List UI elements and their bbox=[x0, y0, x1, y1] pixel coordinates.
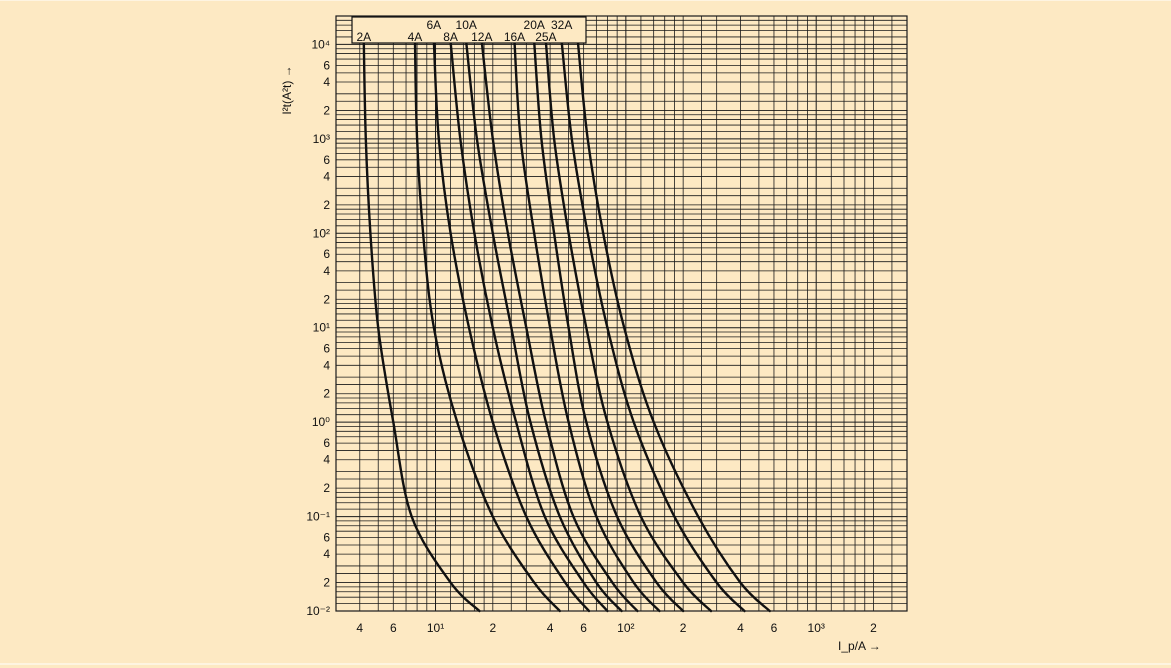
x-tick-label: 6 bbox=[771, 621, 778, 635]
x-tick-label: 2 bbox=[489, 621, 496, 635]
x-tick-label: 4 bbox=[547, 621, 554, 635]
fuse-curve-20a bbox=[533, 40, 685, 613]
x-tick-label: 2 bbox=[680, 621, 687, 635]
y-tick-label: 6 bbox=[323, 531, 330, 545]
curve-label-16a: 16A bbox=[504, 30, 525, 44]
x-axis-title: I_p/A → bbox=[838, 639, 881, 653]
fuse-curve-6a bbox=[432, 40, 591, 613]
curves bbox=[362, 40, 771, 613]
curve-label-12a: 12A bbox=[471, 30, 492, 44]
fuse-curve-16a bbox=[513, 40, 661, 613]
curve-label-4a: 4A bbox=[408, 30, 423, 44]
fuse-curve-10 bbox=[576, 40, 771, 613]
y-tick-label: 10² bbox=[313, 226, 330, 240]
curve-label-box-frame bbox=[351, 16, 587, 44]
y-tick-label: 2 bbox=[323, 481, 330, 495]
curve-label-32a: 32A bbox=[551, 18, 572, 32]
y-tick-label: 10⁻² bbox=[306, 604, 330, 618]
y-tick-label: 6 bbox=[323, 247, 330, 261]
fuse-curve-10a bbox=[465, 40, 623, 613]
curve-label-25a: 25A bbox=[535, 30, 556, 44]
y-tick-label: 6 bbox=[323, 58, 330, 72]
x-tick-label: 6 bbox=[580, 621, 587, 635]
fuse-curve-12a bbox=[480, 40, 639, 613]
y-tick-labels: 10⁴ 6 4 2 10³ 6 4 2 10² 6 4 2 10¹ 6 4 2 10⁰ 6 4 2 10⁻¹ 6 4 2 10⁻… bbox=[306, 37, 330, 618]
fuse-curve-4a bbox=[413, 40, 561, 613]
y-tick-label: 2 bbox=[323, 387, 330, 401]
y-tick-label: 10⁴ bbox=[311, 37, 330, 51]
y-tick-label: 2 bbox=[323, 576, 330, 590]
x-tick-label: 10³ bbox=[808, 621, 825, 635]
y-tick-label: 6 bbox=[323, 342, 330, 356]
y-tick-label: 4 bbox=[323, 75, 330, 89]
y-tick-label: 4 bbox=[323, 169, 330, 183]
curve-label-8a: 8A bbox=[443, 30, 458, 44]
grid bbox=[336, 15, 907, 612]
y-tick-label: 10⁰ bbox=[312, 415, 330, 429]
y-axis-title: I²t(A²t) → bbox=[280, 65, 294, 114]
fuse-curve-8a bbox=[449, 40, 609, 613]
fuse-curve-2a bbox=[362, 40, 481, 613]
y-tick-label: 2 bbox=[323, 292, 330, 306]
y-tick-label: 4 bbox=[323, 547, 330, 561]
x-tick-label: 10¹ bbox=[427, 621, 444, 635]
y-tick-label: 4 bbox=[323, 358, 330, 372]
plot-border bbox=[335, 15, 908, 612]
curve-label-20a: 20A bbox=[524, 18, 545, 32]
curve-label-2a: 2A bbox=[356, 30, 371, 44]
y-tick-label: 4 bbox=[323, 453, 330, 467]
fuse-curve-25a bbox=[544, 40, 713, 613]
y-tick-label: 4 bbox=[323, 264, 330, 278]
y-tick-label: 2 bbox=[323, 198, 330, 212]
curve-label-6a: 6A bbox=[427, 18, 442, 32]
fuse-curve-32a bbox=[560, 40, 746, 613]
curve-label-10a: 10A bbox=[456, 18, 477, 32]
y-tick-label: 10¹ bbox=[313, 321, 330, 335]
y-tick-label: 6 bbox=[323, 153, 330, 167]
x-tick-label: 4 bbox=[356, 621, 363, 635]
x-tick-labels: 4 6 10¹ 2 4 6 10² 2 4 6 10³ 2 bbox=[356, 621, 877, 635]
x-tick-label: 4 bbox=[737, 621, 744, 635]
y-tick-label: 2 bbox=[323, 103, 330, 117]
y-tick-label: 10³ bbox=[313, 132, 330, 146]
y-tick-label: 6 bbox=[323, 436, 330, 450]
y-tick-label: 10⁻¹ bbox=[306, 510, 330, 524]
x-tick-label: 2 bbox=[870, 621, 877, 635]
x-tick-label: 6 bbox=[390, 621, 397, 635]
x-tick-label: 10² bbox=[617, 621, 634, 635]
